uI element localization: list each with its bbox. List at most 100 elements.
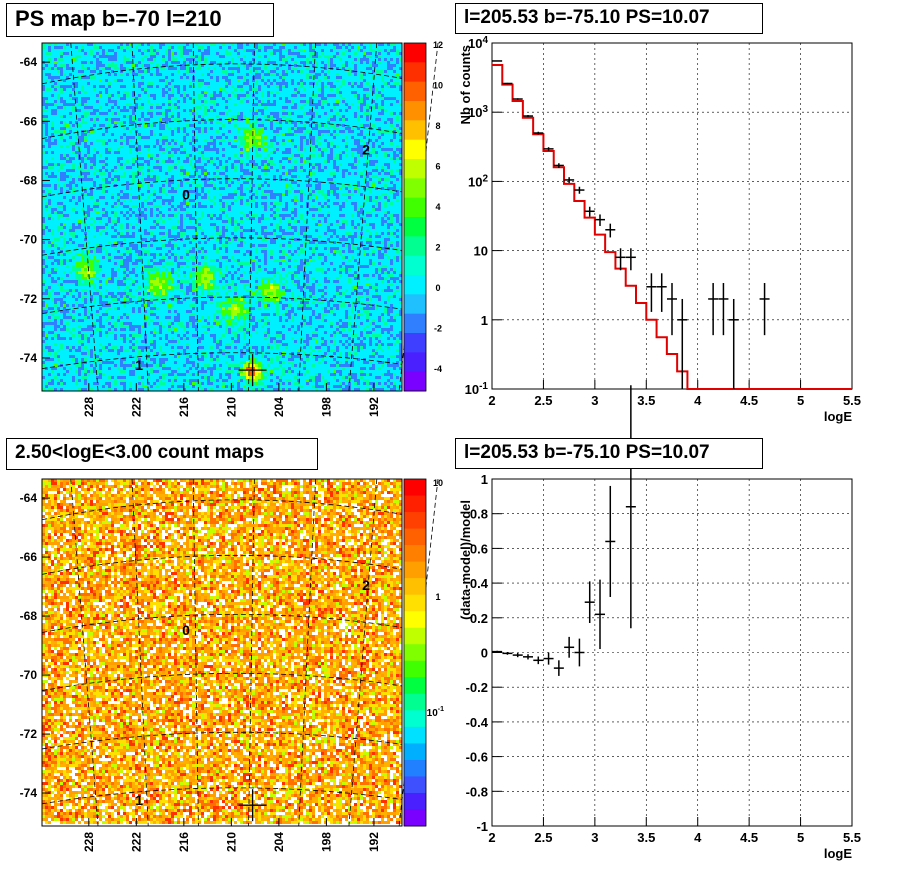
ps-map-cell bbox=[108, 61, 111, 64]
ps-map-cell bbox=[102, 46, 105, 49]
ps-map-cell bbox=[339, 157, 342, 160]
ps-map-cell bbox=[261, 154, 264, 157]
ps-map-cell bbox=[132, 163, 135, 166]
ps-map-cell bbox=[150, 91, 153, 94]
ps-map-cell bbox=[216, 148, 219, 151]
ps-map-cell bbox=[285, 127, 288, 130]
ps-map-cell bbox=[93, 97, 96, 100]
ps-map-cell bbox=[192, 136, 195, 139]
ps-map-cell bbox=[186, 157, 189, 160]
ps-map-cell bbox=[267, 130, 270, 133]
ps-map-cell bbox=[294, 85, 297, 88]
ps-map-cell bbox=[54, 118, 57, 121]
ps-map-cell bbox=[297, 94, 300, 97]
ps-map-cell bbox=[93, 106, 96, 109]
ps-map-cell bbox=[339, 163, 342, 166]
ps-map-cell bbox=[375, 85, 378, 88]
ps-map-cell bbox=[129, 76, 132, 79]
ps-map-cell bbox=[219, 103, 222, 106]
ps-map-cell bbox=[141, 58, 144, 61]
ps-map-cell bbox=[84, 46, 87, 49]
ps-map-cell bbox=[54, 91, 57, 94]
ps-map-cell bbox=[99, 163, 102, 166]
ps-map-cell bbox=[174, 163, 177, 166]
ps-map-cell bbox=[126, 94, 129, 97]
ps-map-cell bbox=[165, 151, 168, 154]
ps-map-cell bbox=[96, 163, 99, 166]
ps-map-cell bbox=[174, 76, 177, 79]
ps-map-cell bbox=[372, 133, 375, 136]
ps-map-cell bbox=[294, 97, 297, 100]
ps-map-cell bbox=[369, 46, 372, 49]
ps-map-cell bbox=[378, 70, 381, 73]
ps-map-cell bbox=[270, 124, 273, 127]
ps-map-cell bbox=[258, 148, 261, 151]
ps-map-cell bbox=[396, 127, 399, 130]
ps-map-cell bbox=[342, 97, 345, 100]
ps-map-cell bbox=[258, 73, 261, 76]
ps-map-cell bbox=[48, 127, 51, 130]
ps-map-cell bbox=[234, 97, 237, 100]
ps-map-cell bbox=[63, 79, 66, 82]
ps-map-cell bbox=[261, 112, 264, 115]
ps-map-cell bbox=[309, 157, 312, 160]
ps-map-cell bbox=[351, 55, 354, 58]
ps-map-cell bbox=[45, 52, 48, 55]
ps-map-cell bbox=[294, 115, 297, 118]
ps-map-cell bbox=[207, 58, 210, 61]
ps-map-cell bbox=[144, 106, 147, 109]
ps-map-cell bbox=[153, 91, 156, 94]
ps-map-cell bbox=[372, 157, 375, 160]
ps-map-cell bbox=[174, 46, 177, 49]
ps-map-cell bbox=[315, 88, 318, 91]
ps-map-cell bbox=[381, 151, 384, 154]
ps-map-cell bbox=[387, 67, 390, 70]
ps-map-cell bbox=[153, 166, 156, 169]
ps-map-cell bbox=[264, 49, 267, 52]
ps-map-cell bbox=[57, 136, 60, 139]
ps-map-cell bbox=[51, 73, 54, 76]
ps-map-cell bbox=[279, 145, 282, 148]
ps-map-cell bbox=[297, 136, 300, 139]
ps-map-cell bbox=[174, 151, 177, 154]
ps-map-cell bbox=[348, 97, 351, 100]
ps-map-cell bbox=[282, 70, 285, 73]
ps-map-cell bbox=[312, 154, 315, 157]
ps-map-cell bbox=[264, 136, 267, 139]
ps-map-cell bbox=[168, 109, 171, 112]
ps-map-cell bbox=[273, 46, 276, 49]
ps-map-cell bbox=[318, 160, 321, 163]
ps-map-cell bbox=[96, 64, 99, 67]
ps-map-cell bbox=[276, 106, 279, 109]
ps-map-cell bbox=[153, 154, 156, 157]
ps-map-cell bbox=[285, 76, 288, 79]
ps-map-cell bbox=[240, 97, 243, 100]
ps-map-cell bbox=[273, 163, 276, 166]
ps-map-cell bbox=[366, 103, 369, 106]
ps-map-cell bbox=[126, 67, 129, 70]
ps-map-cell bbox=[201, 121, 204, 124]
ps-map-cell bbox=[126, 106, 129, 109]
ps-map-cell bbox=[372, 64, 375, 67]
ps-map-cell bbox=[324, 88, 327, 91]
ps-map-cell bbox=[270, 55, 273, 58]
ps-map-cell bbox=[225, 151, 228, 154]
ps-map-cell bbox=[138, 100, 141, 103]
ps-map-cell bbox=[123, 130, 126, 133]
ps-map-cell bbox=[267, 100, 270, 103]
ps-map-cell bbox=[213, 97, 216, 100]
ps-map-cell bbox=[381, 127, 384, 130]
ps-map-cell bbox=[231, 121, 234, 124]
ps-map-cell bbox=[60, 160, 63, 163]
ps-map-cell bbox=[384, 103, 387, 106]
ps-map-cell bbox=[231, 52, 234, 55]
ps-map-cell bbox=[87, 64, 90, 67]
ps-map-cell bbox=[312, 112, 315, 115]
ps-map-cell bbox=[324, 61, 327, 64]
ps-map-cell bbox=[102, 160, 105, 163]
ps-map-cell bbox=[267, 148, 270, 151]
ps-map-cell bbox=[240, 157, 243, 160]
ps-map-cell bbox=[279, 55, 282, 58]
ps-map-cell bbox=[330, 145, 333, 148]
ps-map-cell bbox=[54, 61, 57, 64]
